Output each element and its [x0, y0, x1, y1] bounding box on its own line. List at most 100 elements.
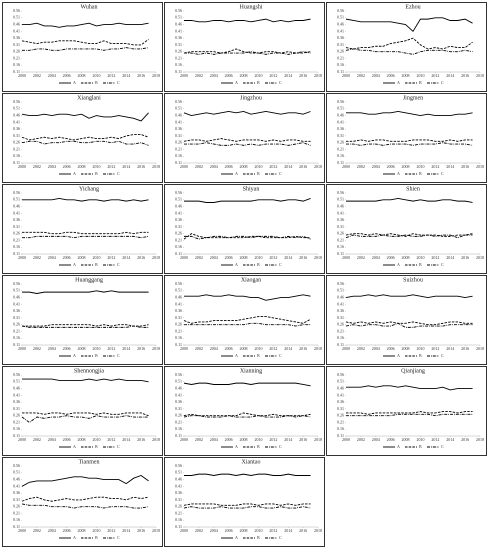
series-line — [21, 325, 149, 328]
x-tick-label: 2016 — [299, 346, 307, 351]
legend-label: A — [235, 171, 238, 176]
legend-label: C — [117, 353, 120, 358]
series-line — [22, 47, 149, 51]
x-tick-label: 2008 — [240, 73, 248, 78]
legend-label: C — [279, 80, 282, 85]
legend-label: B — [95, 353, 98, 358]
y-tick-label: 0.21 — [175, 55, 182, 60]
x-tick-label: 2010 — [416, 437, 424, 442]
x-tick-label: 2004 — [372, 437, 380, 442]
legend-label: B — [95, 262, 98, 267]
series-line — [184, 18, 311, 23]
y-tick-label: 0.11 — [337, 160, 344, 165]
x-tick-label: 2016 — [299, 255, 307, 260]
y-tick-label: 0.11 — [337, 342, 344, 347]
y-tick-label: 0.56 — [175, 281, 182, 286]
x-tick-label: 2008 — [78, 73, 86, 78]
panel: Shien0.110.160.210.260.310.360.410.460.5… — [326, 184, 487, 274]
legend-label: A — [73, 262, 76, 267]
y-tick-label: 0.46 — [337, 385, 344, 390]
panel-frame — [2, 93, 163, 183]
y-tick-label: 0.41 — [337, 392, 344, 397]
y-tick-label: 0.16 — [13, 62, 20, 67]
legend-label: A — [73, 171, 76, 176]
y-tick-label: 0.41 — [175, 28, 182, 33]
y-tick-label: 0.56 — [337, 281, 344, 286]
x-tick-label: 2000 — [180, 255, 188, 260]
panel-frame — [2, 2, 163, 92]
panel-frame — [164, 2, 325, 92]
y-tick-label: 0.11 — [337, 69, 344, 74]
x-tick-label: 2002 — [195, 528, 203, 533]
y-tick-label: 0.11 — [175, 342, 182, 347]
y-tick-label: 0.11 — [337, 251, 344, 256]
x-tick-label: 2014 — [122, 437, 130, 442]
x-tick-label: 2014 — [122, 346, 130, 351]
series-line — [183, 412, 311, 417]
y-tick-label: 0.51 — [337, 106, 344, 111]
y-tick-label: 0.26 — [175, 231, 182, 236]
panel-title: Huangshi — [240, 4, 263, 10]
series-line — [345, 294, 473, 299]
x-tick-label: 2010 — [416, 73, 424, 78]
panel-title: Xiaogan — [241, 277, 261, 283]
x-tick-label: 2002 — [357, 164, 365, 169]
y-tick-label: 0.36 — [175, 217, 182, 222]
y-tick-label: 0.46 — [175, 21, 182, 26]
x-tick-label: 2004 — [48, 528, 56, 533]
x-tick-label: 2016 — [299, 437, 307, 442]
legend-label: B — [419, 171, 422, 176]
legend-label: A — [235, 444, 238, 449]
panel-title: Yichang — [79, 186, 99, 192]
x-tick-label: 2012 — [431, 437, 439, 442]
panel-title: Ezhou — [405, 4, 420, 10]
x-tick-label: 2012 — [269, 528, 277, 533]
x-tick-label: 2008 — [240, 255, 248, 260]
legend-label: C — [117, 80, 120, 85]
y-tick-label: 0.21 — [337, 328, 344, 333]
y-tick-label: 0.36 — [13, 308, 20, 313]
panel-title: Shien — [406, 186, 420, 192]
x-tick-label: 2002 — [195, 255, 203, 260]
legend-label: A — [397, 353, 400, 358]
y-tick-label: 0.21 — [13, 328, 20, 333]
panel-title: Xiantao — [242, 459, 261, 465]
y-tick-label: 0.16 — [175, 426, 182, 431]
legend-label: C — [441, 262, 444, 267]
x-tick-label: 2010 — [416, 346, 424, 351]
y-tick-label: 0.41 — [337, 119, 344, 124]
x-tick-label: 2016 — [461, 255, 469, 260]
y-tick-label: 0.21 — [175, 146, 182, 151]
y-tick-label: 0.46 — [175, 476, 182, 481]
y-tick-label: 0.26 — [13, 413, 20, 418]
x-tick-label: 2004 — [48, 346, 56, 351]
y-tick-label: 0.56 — [13, 8, 20, 13]
y-tick-label: 0.46 — [175, 203, 182, 208]
x-tick-label: 2006 — [225, 528, 233, 533]
y-tick-label: 0.46 — [13, 203, 20, 208]
legend-label: A — [397, 262, 400, 267]
y-tick-label: 0.21 — [175, 328, 182, 333]
x-tick-label: 2002 — [33, 437, 41, 442]
legend-label: B — [257, 171, 260, 176]
y-tick-label: 0.21 — [337, 146, 344, 151]
legend-label: A — [235, 262, 238, 267]
y-tick-label: 0.11 — [13, 69, 20, 74]
x-tick-label: 2016 — [137, 164, 145, 169]
y-tick-label: 0.46 — [337, 21, 344, 26]
y-tick-label: 0.11 — [175, 160, 182, 165]
legend-label: C — [441, 80, 444, 85]
series-line — [345, 48, 473, 55]
y-tick-label: 0.31 — [337, 315, 344, 320]
y-tick-label: 0.16 — [337, 244, 344, 249]
x-tick-label: 2016 — [299, 164, 307, 169]
y-tick-label: 0.36 — [13, 35, 20, 40]
series-line — [346, 411, 473, 415]
y-tick-label: 0.41 — [13, 483, 20, 488]
y-tick-label: 0.31 — [175, 224, 182, 229]
y-tick-label: 0.16 — [13, 244, 20, 249]
x-tick-label: 2018 — [152, 528, 160, 533]
series-line — [21, 134, 149, 141]
y-tick-label: 0.11 — [337, 433, 344, 438]
x-tick-label: 2004 — [210, 164, 218, 169]
